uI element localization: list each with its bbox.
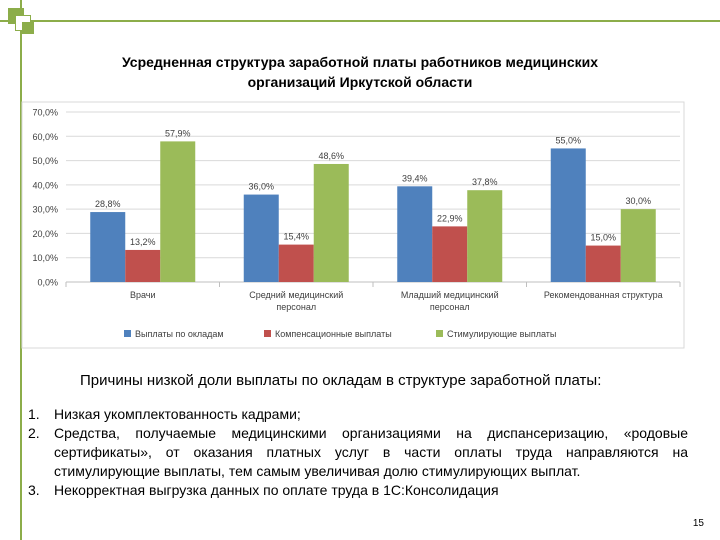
data-label: 15,0% xyxy=(590,233,616,243)
list-item-number: 3. xyxy=(28,482,40,498)
chart-title-line-2: организаций Иркутской области xyxy=(247,74,473,90)
bar xyxy=(585,245,621,282)
reasons-list: 1. Низкая укомплектованность кадрами; 2.… xyxy=(28,405,688,500)
bar xyxy=(313,163,349,282)
y-tick-label: 50,0% xyxy=(32,156,58,166)
decorative-horizontal-line xyxy=(0,20,720,22)
chart-title: Усредненная структура заработной платы р… xyxy=(40,52,680,92)
x-tick-label: Врачи xyxy=(130,290,156,300)
page-number: 15 xyxy=(692,518,704,529)
legend-swatch xyxy=(436,330,443,337)
x-tick-label: персонал xyxy=(430,302,470,312)
bar xyxy=(467,190,503,282)
y-tick-label: 10,0% xyxy=(32,253,58,263)
data-label: 36,0% xyxy=(248,182,274,192)
bar-chart: 0,0% 10,0% 20,0% 30,0% 40,0% 50,0% 60,0% 70,0% 2… xyxy=(21,101,685,349)
list-item-number: 2. xyxy=(28,425,40,441)
y-tick-label: 30,0% xyxy=(32,205,58,215)
data-label: 15,4% xyxy=(283,232,309,242)
bar xyxy=(160,141,196,282)
legend-label: Выплаты по окладам xyxy=(135,329,224,339)
bar xyxy=(90,212,126,282)
list-item-text: Низкая укомплектованность кадрами; xyxy=(54,406,301,422)
legend-swatch xyxy=(124,330,131,337)
list-item-text: Некорректная выгрузка данных по оплате т… xyxy=(54,482,499,498)
legend-label: Компенсационные выплаты xyxy=(275,329,392,339)
data-label: 37,8% xyxy=(472,177,498,187)
x-tick-label: персонал xyxy=(276,302,316,312)
list-item: 3. Некорректная выгрузка данных по оплат… xyxy=(28,481,688,500)
bar xyxy=(243,194,279,282)
list-item: 2. Средства, получаемые медицинскими орг… xyxy=(28,424,688,481)
legend-label: Стимулирующие выплаты xyxy=(447,329,556,339)
decorative-vertical-line xyxy=(20,0,22,540)
chart-title-line-1: Усредненная структура заработной платы р… xyxy=(121,54,599,70)
bar xyxy=(278,244,314,282)
data-label: 57,9% xyxy=(165,128,191,138)
data-label: 48,6% xyxy=(318,151,344,161)
decorative-square xyxy=(22,22,34,34)
bar xyxy=(432,226,468,282)
data-label: 28,8% xyxy=(95,199,121,209)
x-tick-label: Рекомендованная структура xyxy=(544,290,663,300)
data-label: 30,0% xyxy=(625,196,651,206)
chart-frame xyxy=(21,101,685,349)
y-tick-label: 20,0% xyxy=(32,229,58,239)
list-item-number: 1. xyxy=(28,406,40,422)
legend-swatch xyxy=(264,330,271,337)
bar xyxy=(620,209,656,282)
y-tick-label: 40,0% xyxy=(32,180,58,190)
list-item-text: Средства, получаемые медицинскими органи… xyxy=(54,425,688,479)
bar xyxy=(397,186,433,282)
y-tick-label: 70,0% xyxy=(32,108,58,118)
data-label: 39,4% xyxy=(402,173,428,183)
x-tick-label: Младший медицинский xyxy=(401,290,499,300)
data-label: 55,0% xyxy=(555,135,581,145)
x-tick-label: Средний медицинский xyxy=(249,290,343,300)
data-label: 13,2% xyxy=(130,237,156,247)
data-label: 22,9% xyxy=(437,213,463,223)
y-tick-label: 60,0% xyxy=(32,132,58,142)
y-tick-label: 0,0% xyxy=(37,278,58,288)
bar xyxy=(550,148,586,282)
reasons-heading: Причины низкой доли выплаты по окладам в… xyxy=(80,372,602,389)
bar xyxy=(125,249,161,282)
list-item: 1. Низкая укомплектованность кадрами; xyxy=(28,405,688,424)
